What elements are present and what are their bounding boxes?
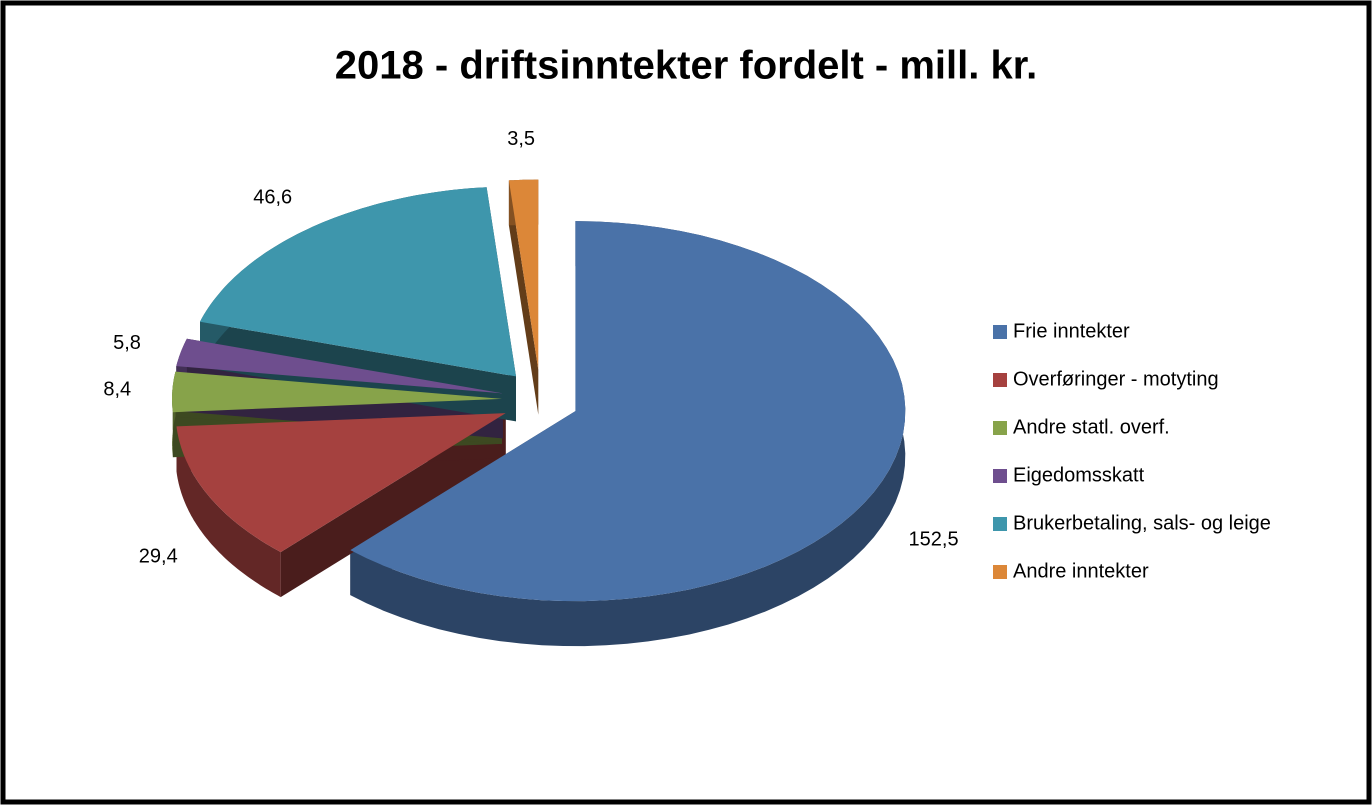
legend-label: Eigedomsskatt: [1013, 464, 1145, 486]
slice-side: [508, 180, 539, 415]
legend-swatch: [993, 421, 1007, 435]
legend: Frie inntekter Overføringer - motyting And…: [993, 320, 1271, 582]
slice: [176, 338, 503, 394]
slice: [200, 187, 516, 377]
legend-label: Andre statl. overf.: [1013, 416, 1170, 438]
slice-side: [350, 221, 906, 647]
legend-label: Frie inntekter: [1013, 320, 1130, 342]
data-label: 5,8: [113, 332, 141, 354]
data-label: 3,5: [507, 128, 535, 150]
data-label: 46,6: [253, 186, 292, 208]
legend-swatch: [993, 373, 1007, 387]
slice: [172, 371, 502, 413]
legend-swatch: [993, 325, 1007, 339]
pie: 152,5 29,4 8,4 5,8 46,6 3,5: [103, 128, 959, 647]
legend-swatch: [993, 565, 1007, 579]
legend-label: Andre inntekter: [1013, 560, 1149, 582]
slice: [350, 221, 906, 602]
legend-label: Brukerbetaling, sals- og leige: [1013, 512, 1271, 534]
legend-label: Overføringer - motyting: [1013, 368, 1219, 390]
legend-swatch: [993, 517, 1007, 531]
pie-tops: [172, 179, 906, 602]
chart-title: 2018 - driftsinntekter fordelt - mill. k…: [335, 44, 1037, 88]
data-label: 29,4: [139, 545, 178, 567]
data-label: 152,5: [909, 529, 959, 551]
slice: [176, 413, 506, 553]
slice-side: [176, 426, 281, 598]
data-label: 8,4: [103, 379, 131, 401]
legend-swatch: [993, 469, 1007, 483]
slice: [508, 179, 539, 370]
